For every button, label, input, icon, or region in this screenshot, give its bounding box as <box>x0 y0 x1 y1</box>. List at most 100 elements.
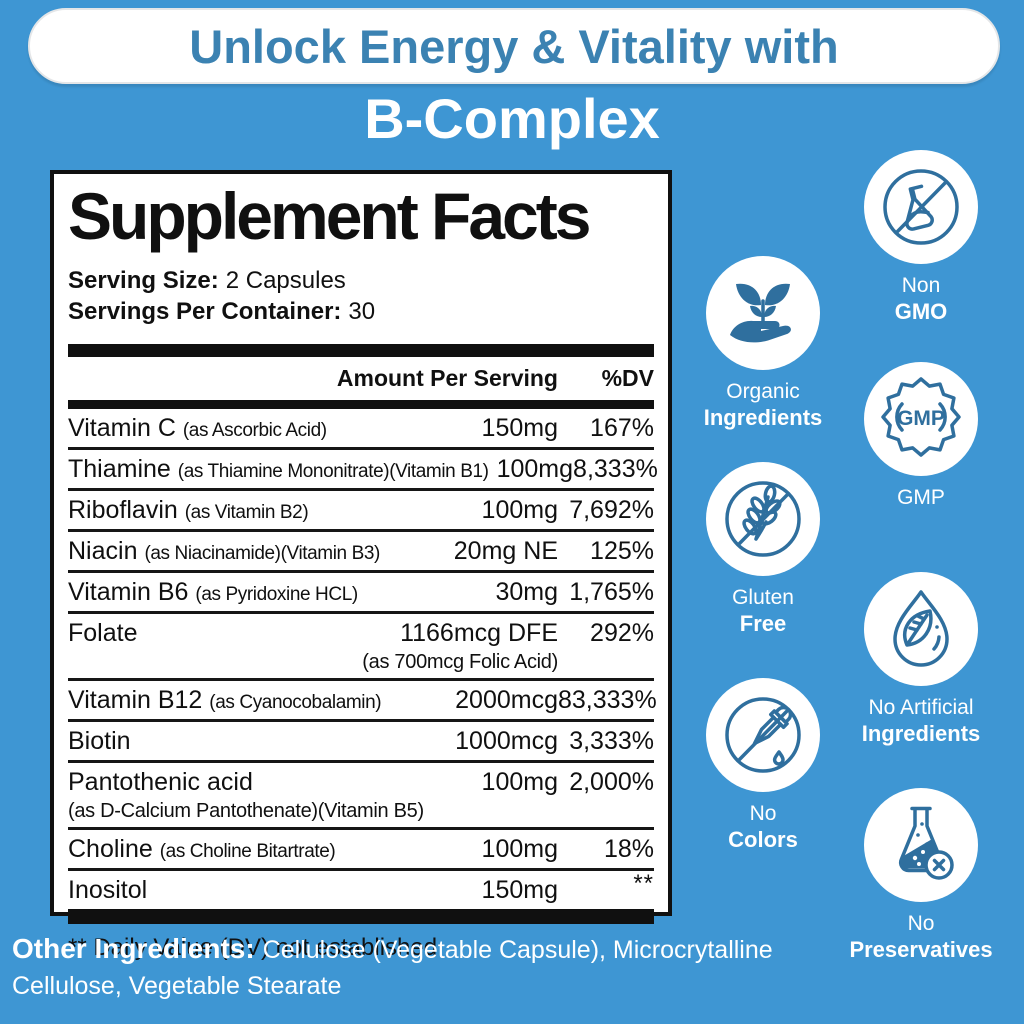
servings-per-container-line: Servings Per Container: 30 <box>68 296 654 327</box>
banner-title: Unlock Energy & Vitality with <box>189 19 839 73</box>
nutrient-dv: 83,333% <box>558 685 657 714</box>
badge-label: Non <box>901 274 941 297</box>
badge-label-bold: Ingredients <box>703 405 823 430</box>
nutrient-name: Vitamin B6 <box>68 577 189 606</box>
badge-no-preservatives: No Preservatives <box>839 788 1003 963</box>
badge-label: Gluten <box>732 586 794 609</box>
divider-bar <box>68 908 654 924</box>
divider-bar <box>68 399 654 409</box>
nutrient-detail: (as Niacinamide)(Vitamin B3) <box>144 542 380 564</box>
nutrient-name: Inositol <box>68 875 148 904</box>
nutrient-detail: (as Cyanocobalamin) <box>209 691 382 713</box>
nutrient-amount: 150mg <box>481 875 558 904</box>
table-row: Vitamin B12 (as Cyanocobalamin) 2000mcg … <box>68 681 657 722</box>
dv-column-header: %DV <box>601 364 654 391</box>
nutrient-dv: 8,333% <box>573 454 658 483</box>
no-gmo-icon <box>864 150 978 264</box>
badge-organic-ingredients: Organic Ingredients <box>681 256 845 431</box>
nutrient-dv: 292% <box>590 618 654 647</box>
product-name: B-Complex <box>364 87 660 150</box>
nutrient-detail: (as Vitamin B2) <box>184 501 309 523</box>
table-row: Pantothenic acid 100mg 2,000% (as D-Calc… <box>68 763 654 830</box>
badge-non-gmo: Non GMO <box>839 150 1003 325</box>
badge-no-artificial-ingredients: No Artificial Ingredients <box>839 572 1003 747</box>
table-row: Thiamine (as Thiamine Mononitrate)(Vitam… <box>68 450 658 491</box>
table-row: Vitamin B6 (as Pyridoxine HCL) 30mg 1,76… <box>68 573 654 614</box>
banner: Unlock Energy & Vitality with <box>28 8 1000 84</box>
nutrient-dv: 125% <box>590 536 654 565</box>
badge-label-bold: GMO <box>894 299 948 324</box>
supplement-facts-title: Supplement Facts <box>68 179 591 253</box>
table-row: Vitamin C (as Ascorbic Acid) 150mg 167% <box>68 409 654 450</box>
nutrient-amount: 20mg NE <box>453 536 558 565</box>
badge-gluten-free: Gluten Free <box>681 462 845 637</box>
serving-size-label: Serving Size: <box>68 267 219 295</box>
no-artificial-ingredients-icon <box>864 572 978 686</box>
table-row: Riboflavin (as Vitamin B2) 100mg 7,692% <box>68 491 654 532</box>
no-preservatives-icon <box>864 788 978 902</box>
badge-gmp: GMP GMP <box>839 362 1003 510</box>
other-ingredients-label: Other Ingredients: <box>12 933 255 964</box>
nutrient-detail: (as Pyridoxine HCL) <box>195 583 358 605</box>
nutrient-dv: 1,765% <box>569 577 654 606</box>
badge-label-bold: Colors <box>728 827 798 852</box>
nutrient-name: Choline <box>68 834 153 863</box>
nutrient-name: Niacin <box>68 536 138 565</box>
nutrient-detail: (as Choline Bitartrate) <box>159 840 336 862</box>
table-row: Inositol 150mg ** <box>68 869 654 909</box>
nutrient-subline: (as D-Calcium Pantothenate)(Vitamin B5) <box>68 799 424 822</box>
nutrient-dv: ** <box>633 869 654 897</box>
badge-no-colors: No Colors <box>681 678 845 853</box>
badge-label-bold: Preservatives <box>849 937 993 962</box>
nutrient-name: Vitamin B12 <box>68 685 203 714</box>
nutrient-amount: 1000mcg <box>455 726 558 755</box>
supplement-facts-panel: Supplement Facts Serving Size: 2 Capsules… <box>50 170 672 961</box>
serving-size-line: Serving Size: 2 Capsules <box>68 265 654 296</box>
gmp-seal-icon: GMP <box>864 362 978 476</box>
nutrient-name: Pantothenic acid <box>68 767 253 796</box>
nutrient-table: Vitamin C (as Ascorbic Acid) 150mg 167% … <box>68 409 658 909</box>
nutrient-dv: 2,000% <box>569 767 654 796</box>
other-ingredients: Other Ingredients: Cellulose (Vegetable C… <box>12 930 808 1003</box>
nutrient-amount: 100mg <box>481 767 558 796</box>
nutrient-amount: 100mg <box>481 834 558 863</box>
gmp-seal-text: GMP <box>897 407 945 430</box>
servings-per-container-label: Servings Per Container: <box>68 298 342 326</box>
other-ingredients-value: Cellulose (Vegetable Capsule), Microcryt… <box>12 936 773 1000</box>
badge-label: No <box>749 802 777 825</box>
servings-per-container-value: 30 <box>348 298 376 326</box>
nutrient-dv: 167% <box>590 413 654 442</box>
nutrient-subline: (as 700mcg Folic Acid) <box>362 650 558 673</box>
nutrient-name: Thiamine <box>68 454 171 483</box>
amount-column-header: Amount Per Serving <box>336 364 558 391</box>
dv-footnote: ** Daily Value (DV) not established <box>68 933 438 961</box>
nutrient-amount: 100mg <box>496 454 574 483</box>
serving-size-value: 2 Capsules <box>225 267 346 295</box>
nutrient-dv: 7,692% <box>569 495 654 524</box>
gluten-free-icon <box>706 462 820 576</box>
nutrient-detail: (as Ascorbic Acid) <box>182 419 327 441</box>
nutrient-amount: 150mg <box>481 413 558 442</box>
table-row: Biotin 1000mcg 3,333% <box>68 722 654 763</box>
nutrient-amount: 2000mcg <box>455 685 558 714</box>
table-row: Folate 1166mcg DFE 292% (as 700mcg Folic… <box>68 614 654 681</box>
badge-label: Organic <box>726 380 800 403</box>
badge-label: GMP <box>897 486 945 509</box>
nutrient-name: Folate <box>68 618 138 647</box>
table-header: Amount Per Serving %DV <box>68 357 654 400</box>
nutrient-name: Vitamin C <box>68 413 176 442</box>
nutrient-name: Riboflavin <box>68 495 178 524</box>
nutrient-detail: (as Thiamine Mononitrate)(Vitamin B1) <box>177 460 489 482</box>
nutrient-name: Biotin <box>68 726 131 755</box>
nutrient-amount: 100mg <box>481 495 558 524</box>
nutrient-amount: 1166mcg DFE <box>400 618 558 647</box>
divider-bar <box>68 343 654 357</box>
badge-label: No Artificial <box>868 696 974 719</box>
nutrient-dv: 18% <box>603 834 654 863</box>
organic-ingredients-icon <box>706 256 820 370</box>
table-row: Choline (as Choline Bitartrate) 100mg 18… <box>68 830 654 871</box>
badge-label-bold: Ingredients <box>861 721 981 746</box>
nutrient-dv: 3,333% <box>569 726 654 755</box>
no-colors-icon <box>706 678 820 792</box>
